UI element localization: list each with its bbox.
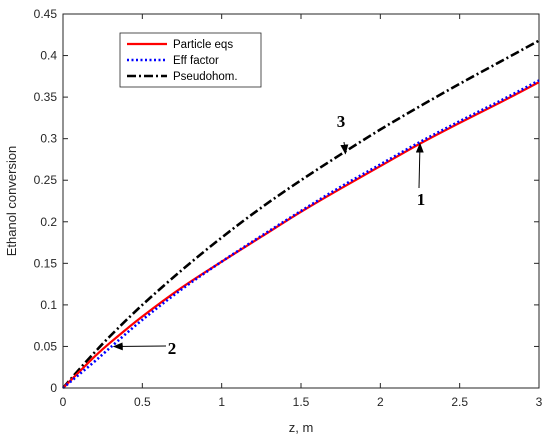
- annotation-label-3: 3: [337, 112, 346, 131]
- y-tick-label: 0.15: [34, 256, 58, 270]
- y-tick-label: 0: [50, 381, 57, 395]
- series-line-eff-factor: [62, 79, 540, 389]
- y-tick-label: 0.3: [40, 132, 57, 146]
- legend: Particle eqs Eff factor Pseudohom.: [119, 32, 262, 88]
- legend-label: Pseudohom.: [173, 71, 238, 83]
- y-tick-label: 0.25: [34, 173, 58, 187]
- series-line-particle-eqs: [62, 81, 540, 389]
- legend-box: [119, 32, 262, 88]
- x-tick-label: 2: [377, 395, 384, 409]
- y-tick-label: 0.05: [34, 339, 58, 353]
- annotation-label-2: 2: [168, 339, 177, 358]
- annotation-arrow-3: [340, 141, 349, 155]
- plot-area: 123 0 0.5 1 1.5 2 2.5 300.050.10.150.20.250.30…: [34, 7, 543, 409]
- legend-label: Eff factor: [173, 55, 219, 67]
- y-axis-label: Ethanol conversion: [4, 146, 19, 257]
- annotation-label-1: 1: [417, 190, 426, 209]
- x-tick-label: 1: [218, 395, 225, 409]
- y-tick-label: 0.1: [40, 298, 57, 312]
- series-layer: [62, 39, 540, 389]
- x-tick-label: 0.5: [134, 395, 151, 409]
- series-line-pseudohom: [62, 39, 540, 389]
- y-tick-label: 0.2: [40, 215, 57, 229]
- y-tick-label: 0.35: [34, 90, 58, 104]
- x-tick-label: 3: [536, 395, 543, 409]
- axis-labels: z, m Ethanol conversion: [4, 146, 313, 435]
- x-axis-label: z, m: [289, 420, 314, 435]
- legend-label: Particle eqs: [173, 39, 233, 51]
- annotation-layer: 1 2 3: [112, 112, 426, 358]
- x-tick-label: 0: [60, 395, 67, 409]
- annotation-arrow-1: [415, 142, 424, 189]
- y-tick-label: 0.4: [40, 49, 57, 63]
- ticks-layer: 0 0.5 1 1.5 2 2.5 3 0 0.05 0.1 0.15 0.2 0.25 0.3 0.35 0…: [34, 7, 543, 409]
- x-tick-label: 1.5: [293, 395, 310, 409]
- x-tick-label: 2.5: [451, 395, 468, 409]
- y-tick-label: 0.45: [34, 7, 58, 21]
